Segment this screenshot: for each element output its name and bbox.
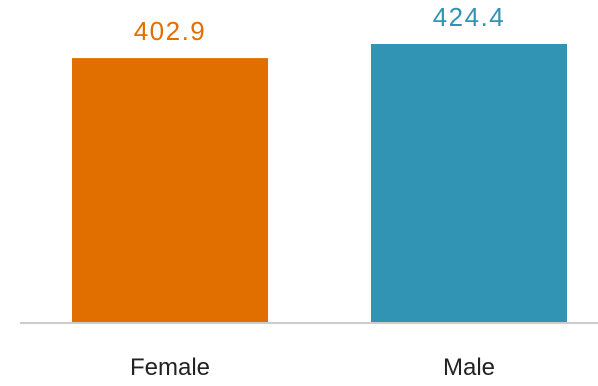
- data-label-female: 402.9: [134, 16, 207, 46]
- bars-group: [72, 44, 567, 323]
- category-labels-group: Female Male: [130, 354, 495, 381]
- data-label-male: 424.4: [433, 2, 506, 32]
- bar-female: [72, 58, 268, 323]
- category-label-female: Female: [130, 354, 210, 381]
- value-labels-group: 402.9 424.4: [134, 2, 506, 46]
- bar-male: [371, 44, 567, 322]
- category-label-male: Male: [443, 354, 495, 381]
